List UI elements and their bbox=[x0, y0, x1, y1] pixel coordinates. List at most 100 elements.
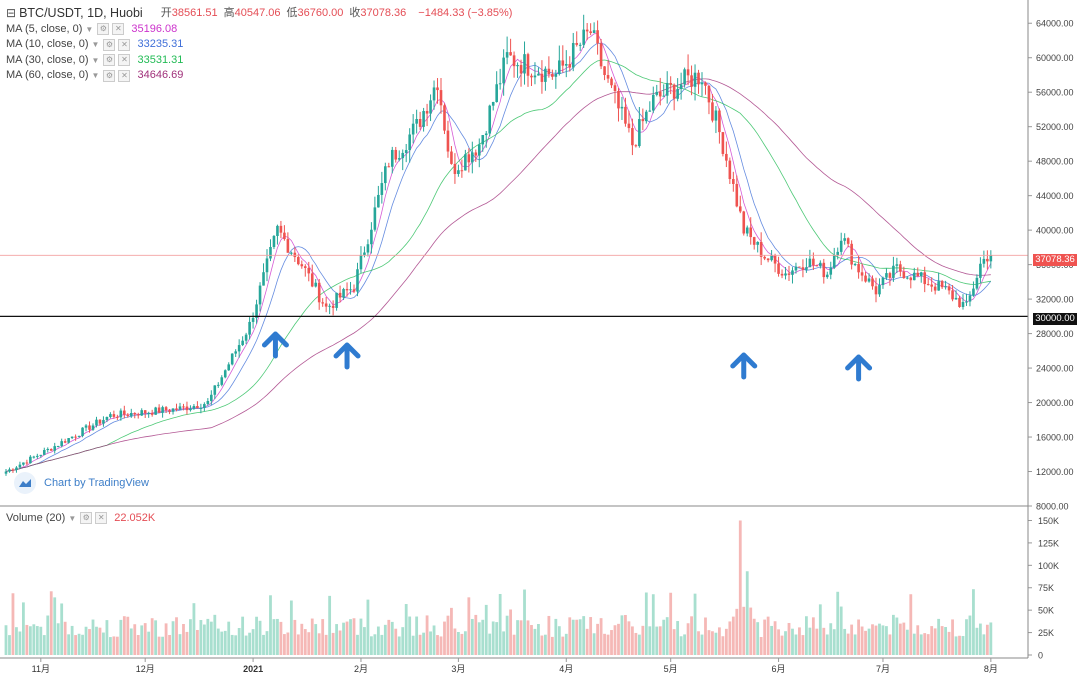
close-icon[interactable]: ✕ bbox=[112, 23, 125, 36]
ma-row[interactable]: MA (10, close, 0) ▼ ⚙ ✕ 33235.31 bbox=[6, 37, 512, 53]
volume-bar bbox=[147, 631, 151, 655]
candle-body bbox=[651, 94, 655, 111]
candle-body bbox=[116, 416, 119, 418]
caret-down-icon[interactable]: ▼ bbox=[85, 24, 94, 34]
volume-bar bbox=[742, 606, 746, 655]
candle-body bbox=[732, 179, 735, 184]
volume-bar bbox=[958, 635, 961, 655]
close-icon[interactable]: ✕ bbox=[118, 69, 131, 82]
candle-body bbox=[29, 456, 32, 464]
candle-body bbox=[432, 87, 436, 101]
settings-icon[interactable]: ⚙ bbox=[80, 512, 93, 524]
candle-body bbox=[276, 225, 279, 236]
volume-bar bbox=[363, 627, 366, 655]
candle-body bbox=[154, 407, 157, 415]
candle-body bbox=[15, 467, 18, 470]
volume-bar bbox=[15, 627, 18, 655]
volume-bar bbox=[498, 593, 502, 655]
ma-row[interactable]: MA (30, close, 0) ▼ ⚙ ✕ 33531.31 bbox=[6, 53, 512, 69]
candle-body bbox=[112, 414, 116, 417]
candle-body bbox=[457, 170, 460, 174]
settings-icon[interactable]: ⚙ bbox=[103, 38, 116, 51]
volume-bar bbox=[985, 624, 989, 655]
volume-bar bbox=[937, 618, 941, 655]
candle-body bbox=[638, 119, 641, 147]
volume-bar bbox=[596, 623, 599, 655]
candle-body bbox=[857, 264, 860, 273]
close-icon[interactable]: ✕ bbox=[95, 512, 108, 524]
candle-body bbox=[537, 73, 540, 76]
candle-body bbox=[25, 462, 29, 464]
settings-icon[interactable]: ⚙ bbox=[103, 69, 116, 82]
candle-body bbox=[314, 282, 318, 287]
volume-bar bbox=[331, 632, 335, 655]
volume-bar bbox=[825, 634, 829, 655]
candle-body bbox=[829, 267, 833, 275]
ma-row[interactable]: MA (60, close, 0) ▼ ⚙ ✕ 34646.69 bbox=[6, 68, 512, 84]
candle-body bbox=[192, 405, 196, 409]
candle-body bbox=[150, 412, 154, 415]
volume-bar bbox=[463, 631, 467, 655]
settings-icon[interactable]: ⚙ bbox=[103, 54, 116, 67]
volume-bar bbox=[787, 622, 791, 655]
candle-body bbox=[303, 266, 307, 268]
volume-bar bbox=[185, 631, 189, 655]
volume-bar bbox=[119, 619, 123, 655]
candle-body bbox=[359, 254, 363, 270]
volume-bar bbox=[801, 635, 805, 655]
caret-down-icon[interactable]: ▼ bbox=[91, 40, 100, 49]
volume-bar bbox=[25, 624, 29, 655]
candle-body bbox=[947, 286, 951, 291]
settings-icon[interactable]: ⚙ bbox=[97, 23, 110, 36]
volume-bar bbox=[244, 635, 248, 655]
volume-bar bbox=[832, 629, 836, 655]
ma-row[interactable]: MA (5, close, 0) ▼ ⚙ ✕ 35196.08 bbox=[6, 22, 512, 38]
candle-body bbox=[812, 258, 815, 266]
candle-body bbox=[745, 227, 749, 234]
tradingview-cloud-icon bbox=[14, 472, 36, 494]
volume-bar bbox=[975, 627, 979, 655]
caret-down-icon[interactable]: ▼ bbox=[91, 71, 100, 80]
volume-bar bbox=[811, 617, 815, 655]
close-icon[interactable]: ✕ bbox=[118, 54, 131, 67]
candle-body bbox=[634, 145, 638, 147]
close-icon[interactable]: ✕ bbox=[118, 38, 131, 51]
volume-legend[interactable]: Volume (20) ▼ ⚙ ✕ 22.052K bbox=[6, 512, 155, 524]
ma-label: MA (60, close, 0) bbox=[6, 69, 89, 81]
volume-bar bbox=[317, 633, 321, 655]
caret-down-icon[interactable]: ▼ bbox=[68, 513, 77, 523]
candle-body bbox=[613, 85, 617, 91]
candle-body bbox=[679, 84, 683, 89]
volume-bar bbox=[829, 623, 833, 655]
candle-body bbox=[123, 410, 126, 415]
candle-body bbox=[773, 255, 777, 264]
y-tick-label: 52000.00 bbox=[1036, 122, 1074, 132]
volume-bar bbox=[415, 616, 419, 655]
volume-bar bbox=[443, 621, 446, 655]
candle-body bbox=[189, 408, 192, 411]
candle-body bbox=[512, 55, 516, 67]
volume-bar bbox=[140, 625, 144, 655]
volume-bar bbox=[564, 633, 568, 655]
chart-icon[interactable]: ⊟ bbox=[6, 6, 17, 20]
volume-bar bbox=[735, 608, 739, 655]
volume-bar bbox=[95, 626, 98, 655]
volume-bar bbox=[286, 632, 290, 655]
candle-body bbox=[129, 413, 133, 416]
candle-body bbox=[143, 410, 147, 414]
volume-bar bbox=[850, 624, 854, 655]
caret-down-icon[interactable]: ▼ bbox=[91, 55, 100, 65]
candle-body bbox=[516, 65, 519, 67]
volume-bar bbox=[714, 632, 718, 655]
volume-bar bbox=[860, 626, 864, 655]
candle-body bbox=[610, 78, 613, 86]
candle-body bbox=[425, 111, 429, 114]
volume-bar bbox=[373, 634, 377, 655]
candle-body bbox=[624, 106, 627, 124]
volume-bar bbox=[544, 634, 547, 655]
candle-body bbox=[418, 118, 422, 127]
x-tick-label: 5月 bbox=[664, 664, 678, 674]
tradingview-branding[interactable]: Chart by TradingView bbox=[14, 472, 149, 494]
